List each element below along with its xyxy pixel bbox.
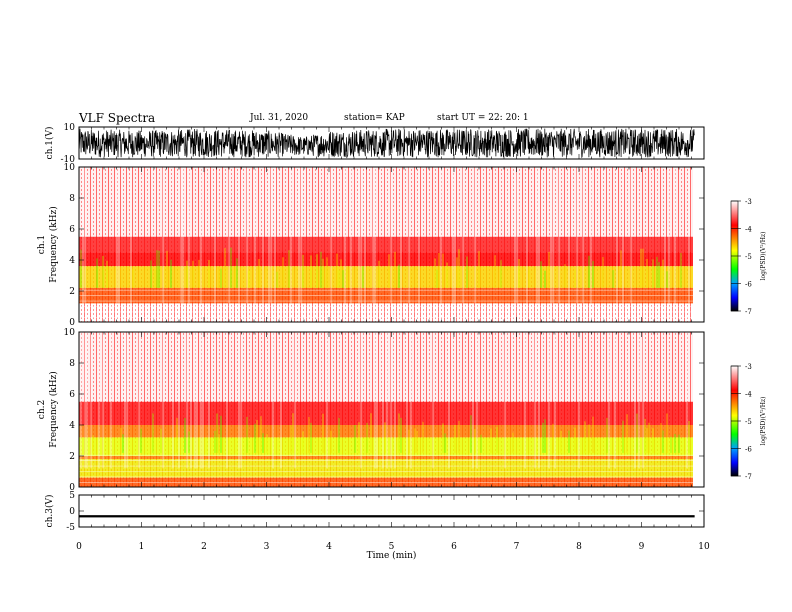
y-tick-label: -5 [66, 523, 75, 533]
colorbar-label: log(PSD)(V²/Hz) [760, 232, 767, 281]
colorbar-tick-label: -4 [745, 391, 752, 399]
spectrogram-band [79, 456, 693, 460]
x-tick-label: 6 [451, 542, 457, 552]
colorbar-tick-label: -4 [745, 226, 752, 234]
spectrogram-band [79, 332, 693, 402]
ch1-spectrogram [79, 167, 693, 322]
colorbar-tick-label: -3 [745, 363, 752, 371]
start-time-label: start UT = 22: 20: 1 [437, 113, 529, 123]
colorbar-tick-label: -3 [745, 198, 752, 206]
spectrogram-band [79, 266, 693, 288]
spectrogram-band [79, 401, 693, 425]
colorbar-tick-label: -6 [745, 281, 752, 289]
colorbar-label: log(PSD)(V²/Hz) [760, 397, 767, 446]
x-tick-label: 10 [698, 542, 710, 552]
x-tick-label: 2 [201, 542, 207, 552]
spectrogram-band [79, 459, 693, 478]
y-axis-label: Frequency (kHz) [48, 206, 59, 283]
spectrogram-band [79, 437, 693, 456]
y-tick-label: 8 [69, 194, 75, 204]
x-tick-label: 5 [389, 542, 395, 552]
spectrogram-band [79, 425, 693, 438]
y-tick-label: 2 [69, 287, 75, 297]
x-tick-label: 4 [326, 542, 332, 552]
y-tick-label: 6 [69, 390, 75, 400]
y-tick-label: 10 [64, 163, 76, 173]
spectrogram-band [79, 252, 693, 267]
y-tick-label: 10 [64, 123, 76, 133]
spectrogram-band [79, 236, 693, 253]
ch1-waveform-line [78, 128, 695, 159]
y-tick-label: 0 [69, 507, 75, 517]
colorbar-1: -3 -4 -5 -6 -7 log(PSD)(V²/Hz) [730, 198, 767, 316]
colorbar-tick-label: -5 [745, 418, 752, 426]
y-tick-label: -10 [61, 155, 76, 165]
x-tick-label: 9 [639, 542, 645, 552]
spectrogram-band [79, 167, 693, 237]
colorbar-2: -3 -4 -5 -6 -7 log(PSD)(V²/Hz) [730, 363, 767, 481]
y-axis-label: ch.3(V) [44, 495, 55, 528]
colorbar-tick-label: -7 [745, 473, 752, 481]
colorbar-tick-label: -7 [745, 308, 752, 316]
colorbar-tick-label: -5 [745, 253, 752, 261]
y-axis-label: Frequency (kHz) [48, 371, 59, 448]
date-label: Jul. 31, 2020 [250, 113, 309, 123]
y-tick-label: 4 [69, 421, 75, 431]
ch3-waveform-band [79, 515, 695, 518]
x-tick-label: 1 [139, 542, 145, 552]
y-tick-label: 8 [69, 359, 75, 369]
y-tick-label: 5 [69, 491, 75, 501]
station-label: station= KAP [344, 113, 405, 123]
y-axis-label: ch.1(V) [44, 127, 55, 160]
y-axis-label: ch.1 [37, 235, 47, 254]
x-tick-label: 3 [264, 542, 270, 552]
x-tick-label: 0 [76, 542, 82, 552]
y-tick-label: 2 [69, 452, 75, 462]
colorbar-tick-label: -6 [745, 446, 752, 454]
x-axis-label: Time (min) [367, 550, 417, 561]
y-tick-label: 4 [69, 256, 75, 266]
x-tick-label: 7 [514, 542, 520, 552]
ch2-spectrogram [78, 332, 693, 487]
y-tick-label: 6 [69, 225, 75, 235]
y-tick-label: 0 [69, 483, 75, 493]
x-tick-label: 8 [576, 542, 582, 552]
y-tick-label: 10 [64, 328, 76, 338]
chart-title: VLF Spectra [79, 111, 156, 125]
y-axis-label: ch.2 [37, 400, 47, 419]
spectrogram-band [79, 303, 693, 322]
y-tick-label: 0 [69, 318, 75, 328]
